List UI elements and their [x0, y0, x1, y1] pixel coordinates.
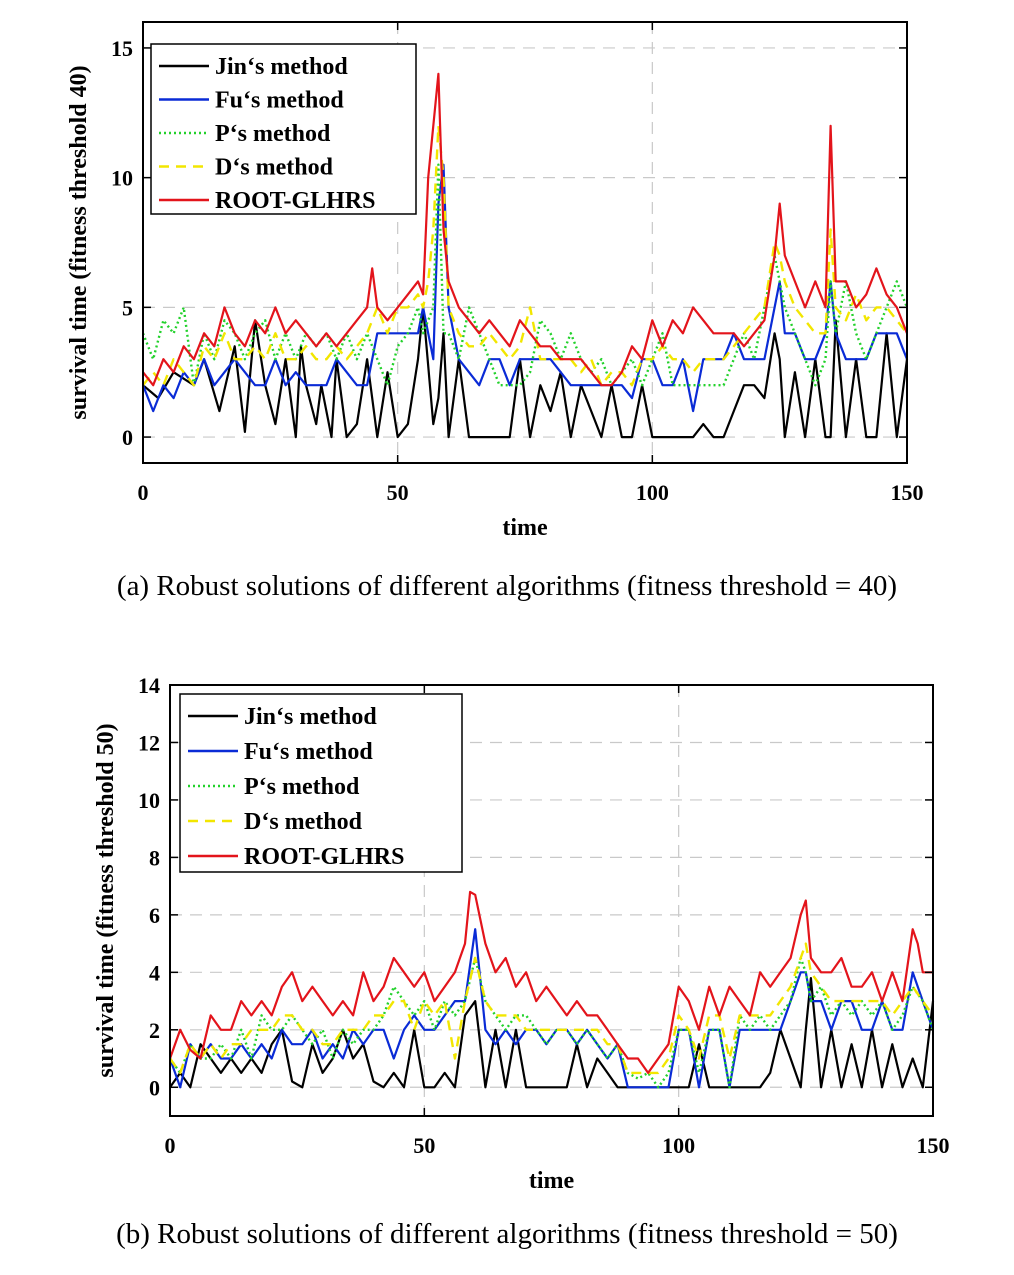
legend-label: Fu‘s method [215, 88, 344, 114]
series-line-3 [169, 942, 934, 1075]
series-line-0 [169, 977, 935, 1089]
x-tick-label: 0 [138, 480, 149, 505]
legend-label: D‘s method [215, 155, 334, 181]
y-axis-label: survival time (fitness threshold 40) [66, 65, 92, 419]
plot-frame [142, 21, 908, 464]
legend-label: Jin‘s method [244, 704, 377, 730]
y-tick-label: 8 [149, 845, 160, 870]
x-tick-label: 0 [165, 1133, 176, 1158]
line-chart-b: 0 50 100 150 0 2 4 6 8 10 12 14 time survival time (f… [93, 673, 950, 1194]
y-axis-label: survival time (fitness threshold 50) [93, 723, 119, 1077]
line-chart-a: 0 50 100 150 0 5 10 15 time survival time (fitnes… [66, 21, 924, 541]
x-tick-label: 100 [662, 1133, 695, 1158]
y-tick-label: 10 [138, 788, 160, 813]
legend-label: Jin‘s method [215, 54, 348, 80]
x-axis-label: time [529, 1168, 575, 1194]
caption-a: (a) Robust solutions of different algori… [116, 570, 898, 602]
x-tick-label: 150 [917, 1133, 950, 1158]
x-tick-label: 100 [636, 480, 669, 505]
series-line-4 [168, 890, 933, 1074]
y-tick-label: 14 [138, 673, 160, 698]
legend-box [150, 43, 417, 215]
y-tick-label: 12 [138, 730, 160, 755]
figure-b: 0 50 100 150 0 2 4 6 8 10 12 14 time survival time (f… [0, 640, 1014, 1275]
caption-b: (b) Robust solutions of different algori… [116, 1218, 898, 1250]
x-tick-label: 150 [891, 480, 924, 505]
legend-box [179, 693, 463, 873]
y-tick-label: 5 [122, 295, 133, 320]
y-tick-label: 15 [111, 36, 133, 61]
y-tick-label: 10 [111, 166, 133, 191]
legend-label: ROOT-GLHRS [215, 188, 376, 214]
figure-a: 0 50 100 150 0 5 10 15 time survival time (fitnes… [0, 0, 1014, 625]
legend-label: P‘s method [244, 774, 360, 800]
plot-frame [169, 684, 934, 1117]
y-tick-label: 0 [149, 1075, 160, 1100]
series-line-4 [142, 72, 909, 387]
y-tick-label: 4 [149, 960, 160, 985]
legend-label: Fu‘s method [244, 739, 373, 765]
legend-label: P‘s method [215, 121, 331, 147]
x-axis-label: time [502, 515, 548, 541]
legend-label: D‘s method [244, 809, 363, 835]
y-tick-label: 6 [149, 903, 160, 928]
x-tick-label: 50 [387, 480, 409, 505]
series-line-1 [141, 163, 909, 413]
legend-label: ROOT-GLHRS [244, 844, 405, 870]
series-line-2 [169, 956, 935, 1089]
y-tick-label: 2 [149, 1018, 160, 1043]
y-tick-label: 0 [122, 425, 133, 450]
x-tick-label: 50 [413, 1133, 435, 1158]
